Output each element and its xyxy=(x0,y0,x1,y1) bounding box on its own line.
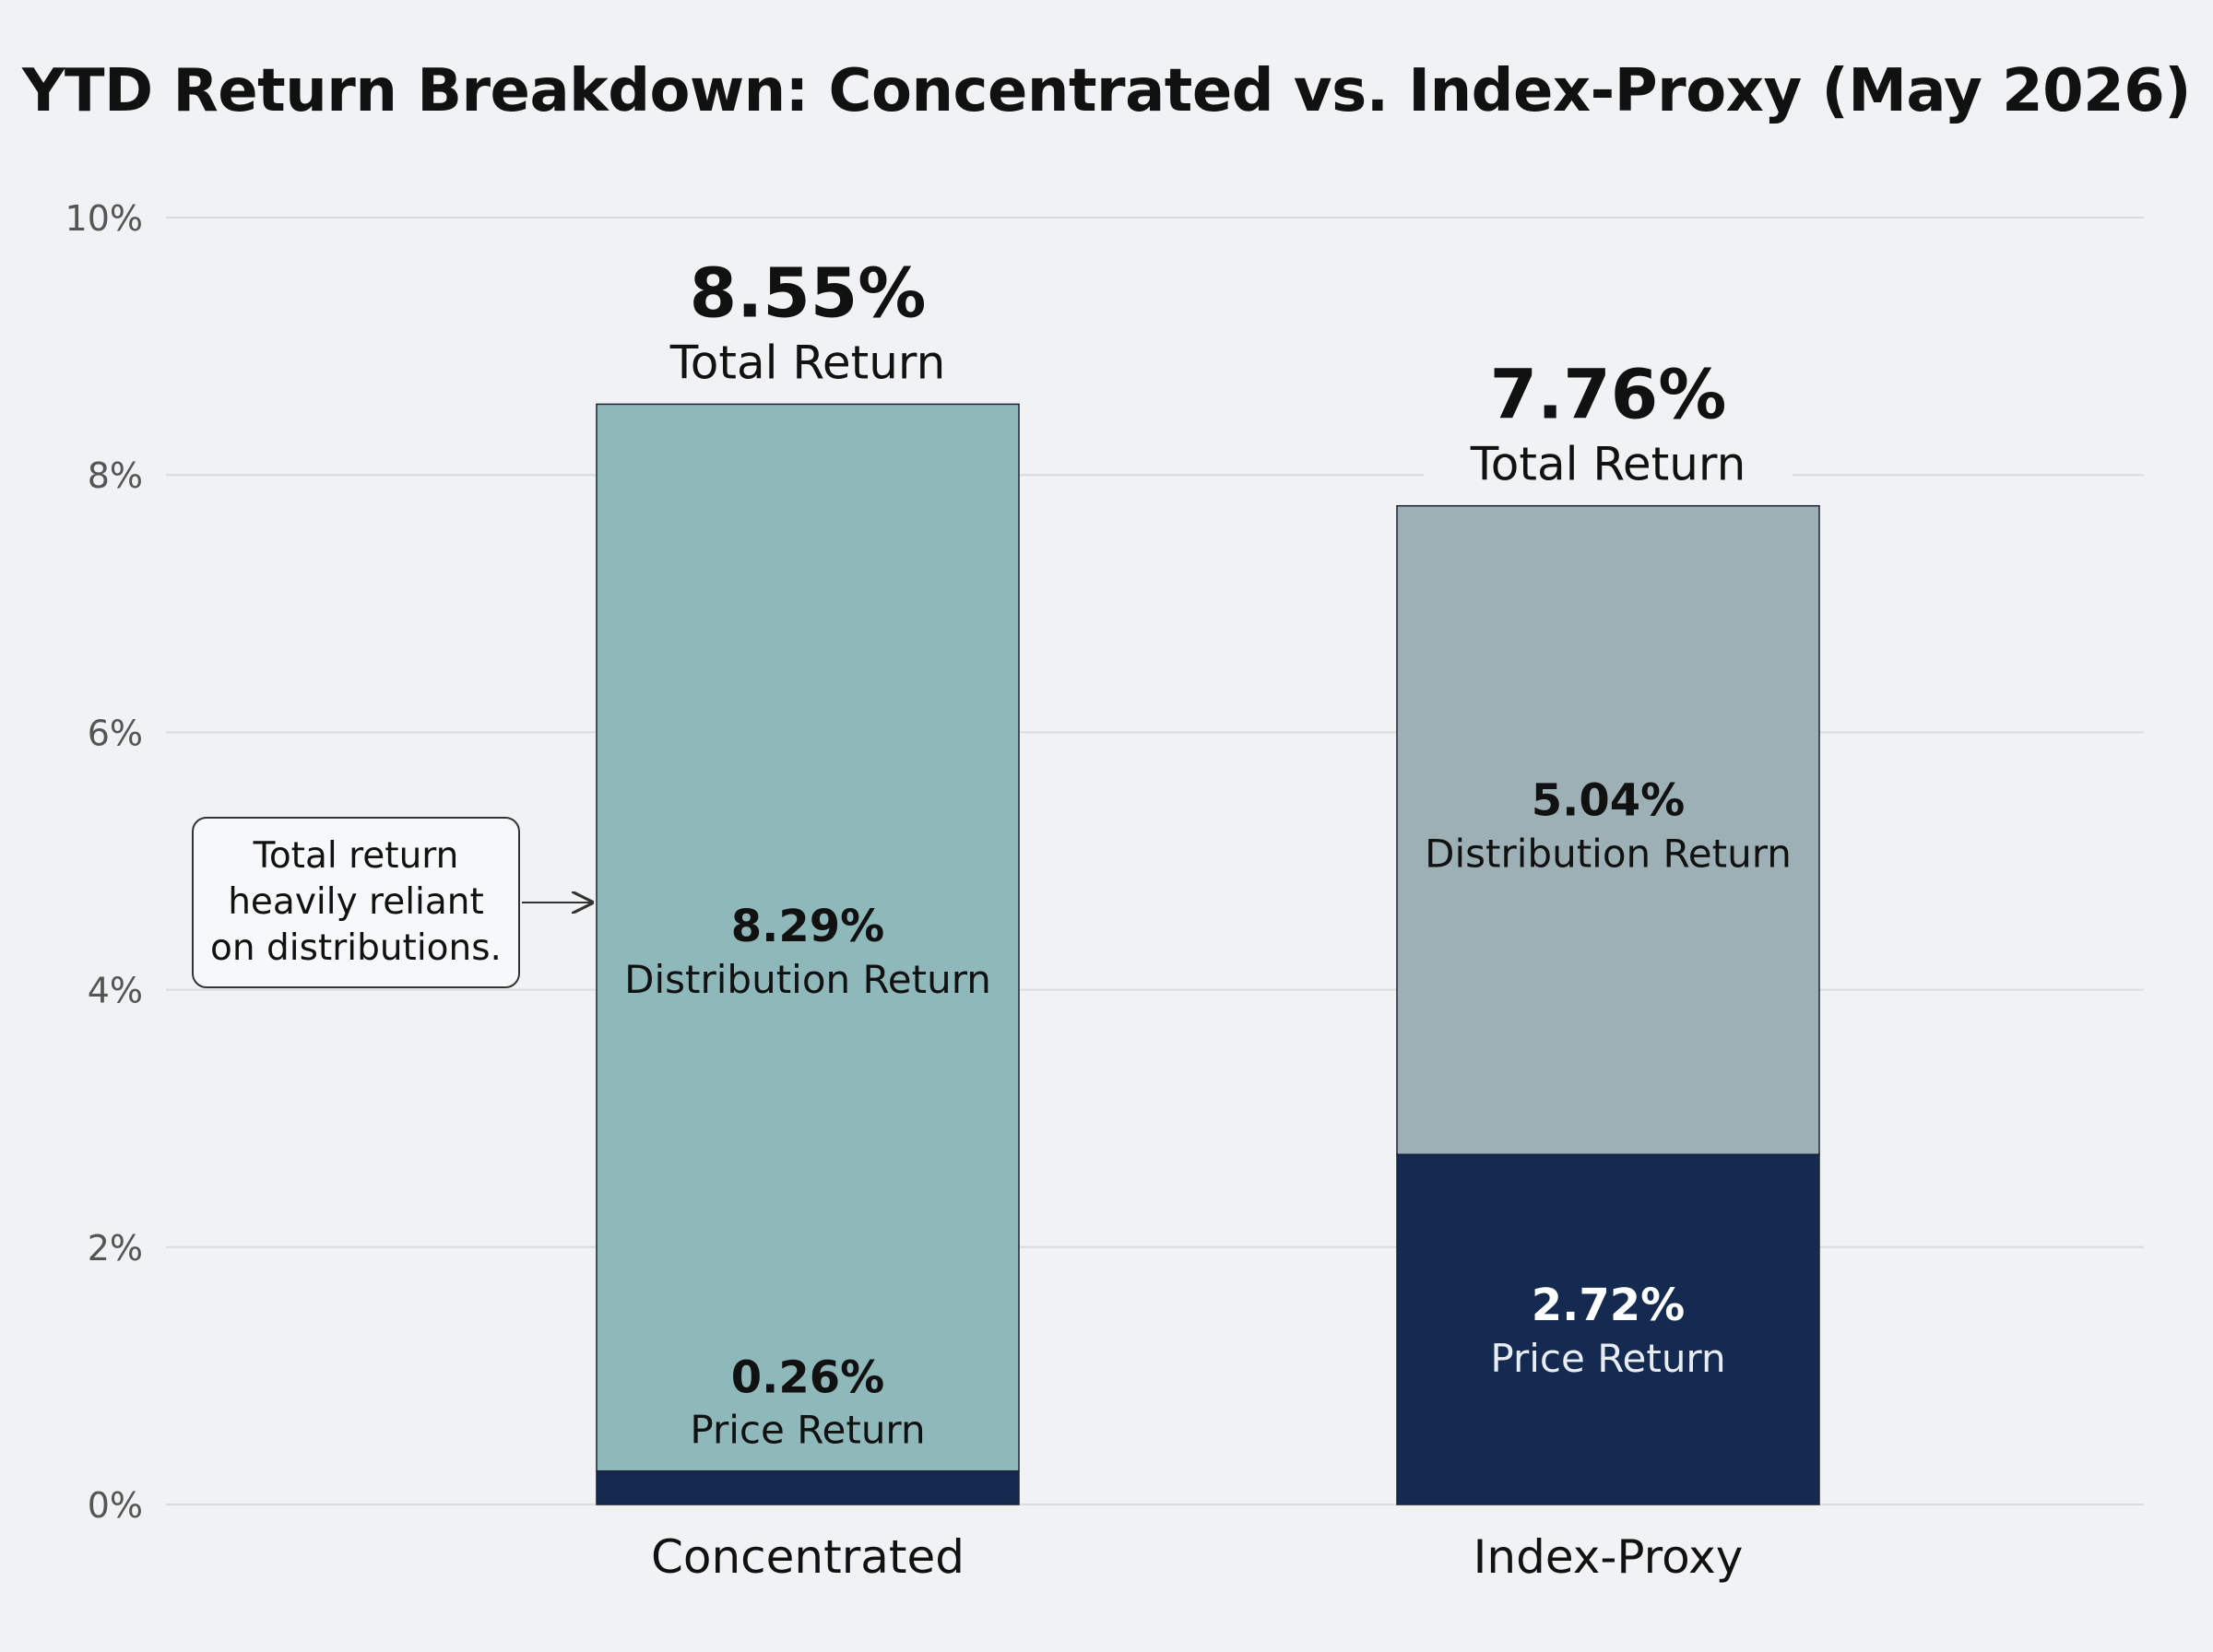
annotation-callout: Total return heavily reliant on distribu… xyxy=(192,817,520,988)
price-value-label: 0.26% xyxy=(731,1352,885,1404)
price-name-label: Price Return xyxy=(1490,1336,1725,1381)
distribution-value-label: 5.04% xyxy=(1532,774,1686,826)
total-return-label: Total Return xyxy=(1470,438,1746,491)
bar-segment-distribution-return xyxy=(1396,504,1820,1156)
chart-title: YTD Return Breakdown: Concentrated vs. I… xyxy=(22,57,2191,125)
annotation-text: Total return heavily reliant on distribu… xyxy=(210,835,502,969)
y-tick-label: 0% xyxy=(88,1485,143,1526)
total-return-label: Total Return xyxy=(669,336,946,389)
y-tick-label: 2% xyxy=(88,1228,143,1268)
total-value-label: 7.76% xyxy=(1490,356,1727,435)
total-label-background xyxy=(623,266,992,395)
y-tick-label: 6% xyxy=(88,713,143,753)
distribution-value-label: 8.29% xyxy=(731,901,885,952)
distribution-name-label: Distribution Return xyxy=(1425,831,1792,876)
y-axis-ticks: 0% 2% 4% 6% 8% 10% xyxy=(65,198,143,1526)
y-tick-label: 10% xyxy=(65,198,143,239)
bar-segment-price-return xyxy=(596,1469,1020,1505)
x-tick-label: Index-Proxy xyxy=(1473,1530,1744,1584)
total-value-label: 8.55% xyxy=(690,254,927,333)
price-name-label: Price Return xyxy=(690,1408,925,1453)
price-value-label: 2.72% xyxy=(1532,1280,1686,1331)
x-axis-ticks: Concentrated Index-Proxy xyxy=(651,1530,1743,1584)
total-label-background xyxy=(1424,367,1793,497)
y-tick-label: 8% xyxy=(88,455,143,496)
distribution-name-label: Distribution Return xyxy=(624,957,991,1002)
y-tick-label: 4% xyxy=(88,971,143,1011)
gridlines xyxy=(166,217,2144,1505)
bars xyxy=(596,403,1820,1505)
bar-segment-price-return xyxy=(1396,1153,1820,1505)
bar-segment-distribution-return xyxy=(596,403,1020,1472)
x-tick-label: Concentrated xyxy=(651,1530,964,1584)
